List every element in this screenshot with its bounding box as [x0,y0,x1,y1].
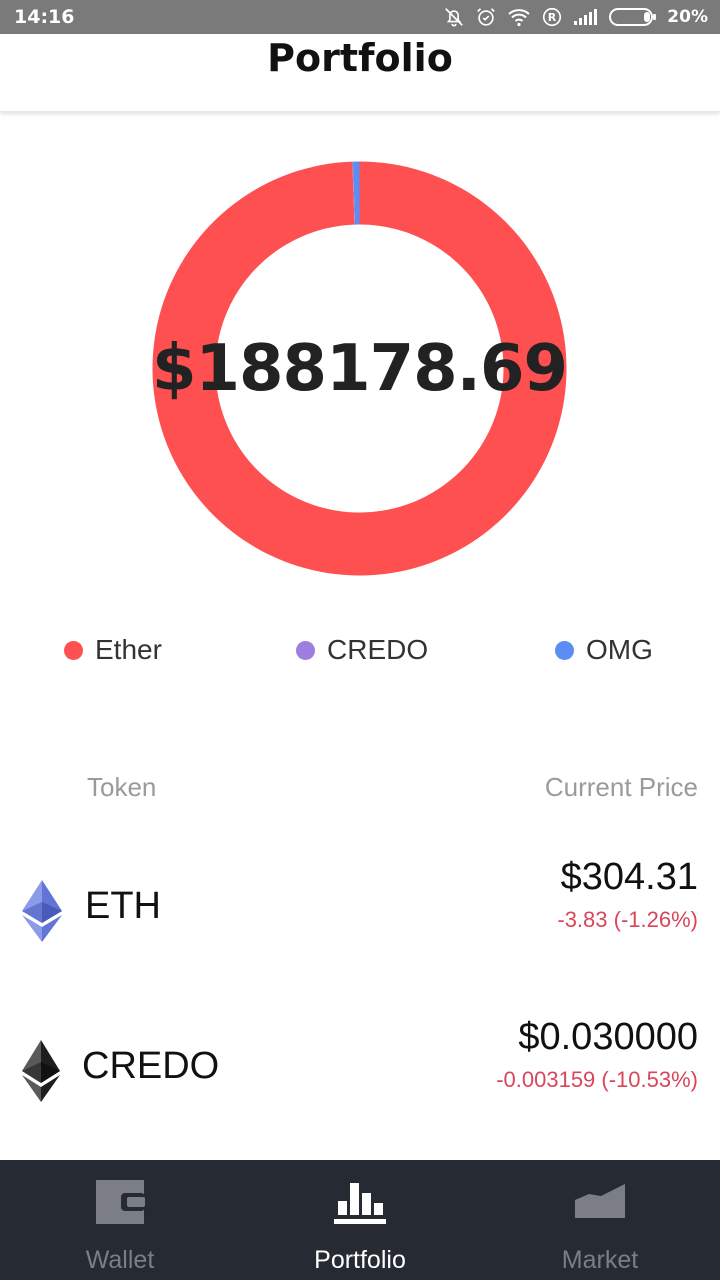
legend-label-ether: Ether [95,634,162,665]
token-price-change: -0.003159 (-10.53%) [496,1067,698,1092]
status-icons: R 20% [443,6,708,28]
nav-tab-wallet[interactable]: Wallet [0,1160,240,1280]
token-price: $0.030000 [518,1016,698,1058]
app-header: Portfolio [0,34,720,112]
donut-svg [152,161,567,576]
token-price-change: -3.83 (-1.26%) [557,907,698,932]
signal-icon [574,9,598,25]
nav-tab-portfolio[interactable]: Portfolio [240,1160,480,1280]
legend-item-credo[interactable]: CREDO [296,630,428,670]
legend-dot-ether [64,640,83,660]
wifi-icon [508,9,530,27]
token-row-credo[interactable]: CREDO $0.030000 -0.003159 (-10.53%) [0,1010,720,1130]
nav-tab-market[interactable]: Market [480,1160,720,1280]
nav-label-wallet: Wallet [85,1246,155,1274]
legend-label-omg: OMG [586,634,653,665]
wallet-icon [90,1178,150,1226]
notifications-off-icon [445,8,464,27]
status-time: 14:16 [14,6,75,28]
token-row-eth[interactable]: ETH $304.31 -3.83 (-1.26%) [0,850,720,970]
portfolio-donut-chart[interactable]: $188178.69 [151,161,568,576]
token-symbol: CREDO [82,1045,220,1087]
legend-dot-credo [296,640,315,660]
status-bar: 14:16 R [0,0,720,34]
token-price: $304.31 [560,856,698,898]
alarm-icon [477,8,496,26]
column-header-token: Token [87,772,157,802]
portfolio-total-value: $188178.69 [151,331,568,406]
battery-percent: 20% [667,7,708,27]
donut-slice-credo[interactable] [352,161,355,225]
nav-label-market: Market [561,1246,639,1274]
donut-slice-ether[interactable] [152,161,567,576]
chart-legend: Ether CREDO OMG [0,630,720,670]
nav-label-portfolio: Portfolio [314,1246,406,1274]
ethereum-dark-icon [22,1040,60,1102]
svg-text:R: R [548,11,557,24]
legend-item-omg[interactable]: OMG [555,630,653,670]
column-header-current-price: Current Price [544,772,698,802]
roaming-icon: R [543,7,562,27]
legend-label-credo: CREDO [327,634,429,665]
donut-slice-omg[interactable] [352,161,360,225]
market-chart-icon [570,1178,630,1226]
ethereum-icon [22,880,62,942]
token-symbol: ETH [85,885,161,927]
bar-chart-icon [330,1178,390,1226]
legend-item-ether[interactable]: Ether [64,630,162,670]
page-title: Portfolio [267,36,453,80]
bottom-navigation: Wallet Portfolio Market [0,1160,720,1280]
battery-icon [609,8,657,26]
legend-dot-omg [555,640,574,660]
